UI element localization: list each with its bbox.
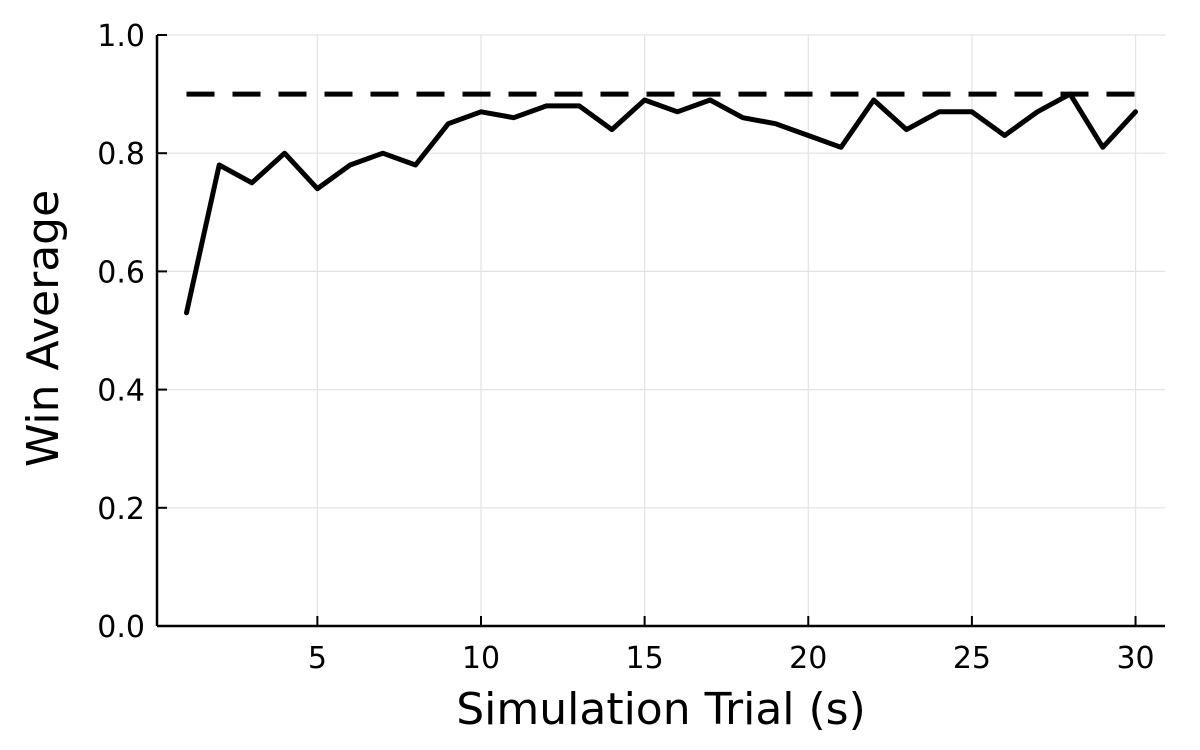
series-line [184,91,1138,316]
grid-lines [157,34,1165,627]
tick-labels: 5 10 15 20 25 30 0.0 0.2 0.4 0.6 0.8 1.0 [97,19,1154,676]
x-axis-label: Simulation Trial (s) [456,684,866,735]
y-tick-label: 0.6 [97,255,145,290]
x-tick-label: 5 [308,641,327,676]
x-tick-label: 30 [1116,641,1154,676]
y-axis-label: Win Average [18,190,69,467]
y-tick-label: 0.4 [97,374,145,409]
y-tick-label: 0.8 [97,137,145,172]
x-tick-label: 25 [953,641,991,676]
x-tick-label: 10 [462,641,500,676]
series-layer [184,91,1138,316]
x-tick-label: 15 [626,641,664,676]
y-tick-label: 0.0 [97,610,145,645]
y-tick-label: 0.2 [97,492,145,527]
x-tick-label: 20 [789,641,827,676]
axes [155,34,1165,628]
y-tick-label: 1.0 [97,19,145,54]
